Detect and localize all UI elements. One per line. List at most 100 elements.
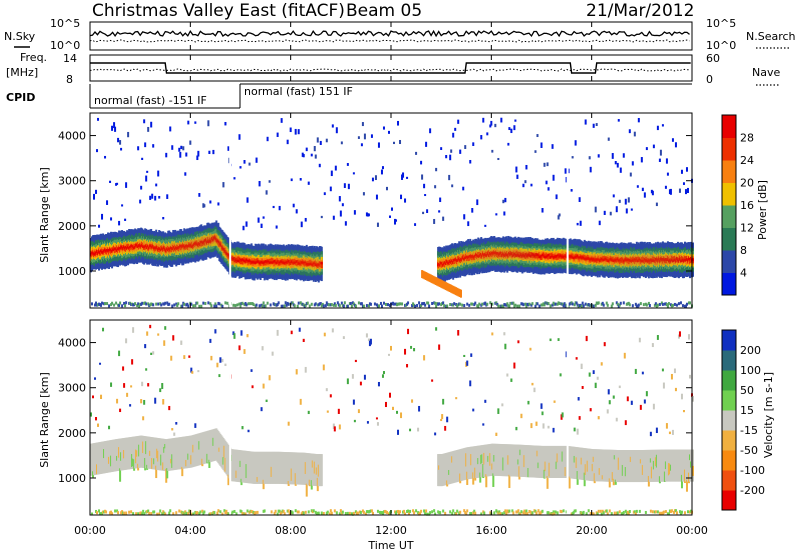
velocity-cell (118, 351, 120, 356)
power-cell (320, 141, 322, 145)
power-ytick-label: 1000 (58, 265, 86, 278)
power-cell (467, 221, 469, 226)
velocity-cell (353, 400, 355, 405)
power-cell (667, 173, 669, 176)
power-cell (666, 158, 668, 163)
velocity-cell (171, 428, 173, 430)
power-cell (224, 122, 226, 125)
velocity-cell (434, 433, 436, 436)
power-cell (91, 302, 93, 305)
power-cell (510, 129, 512, 133)
velocity-cell (377, 510, 379, 513)
power-cell (382, 166, 384, 169)
velocity-cell (180, 341, 182, 345)
nave-series (90, 69, 690, 71)
power-cell (224, 301, 226, 304)
power-cell (525, 165, 527, 169)
velocity-cell (326, 388, 328, 391)
power-cell (608, 138, 610, 141)
power-cell (157, 303, 159, 306)
velocity-cell (262, 346, 264, 350)
velocity-cell (244, 349, 246, 354)
power-cell (331, 303, 333, 306)
power-cell (686, 167, 688, 172)
power-cell (646, 147, 648, 150)
velocity-cell (173, 433, 175, 436)
power-cell (317, 137, 319, 142)
power-cell (307, 302, 309, 305)
velocity-cell (209, 339, 211, 343)
velocity-cell (295, 509, 297, 512)
power-cell (393, 303, 395, 306)
power-cell (181, 305, 183, 308)
velocity-cell (360, 382, 362, 386)
power-cell (443, 304, 445, 307)
power-cell (348, 184, 350, 189)
power-colorbar-segment (722, 183, 736, 206)
power-cell (480, 135, 482, 139)
velocity-cell (415, 509, 417, 512)
power-cell (442, 217, 444, 221)
power-cell (380, 302, 382, 305)
power-cell (368, 213, 370, 216)
power-cell (152, 303, 154, 306)
power-cell (524, 180, 526, 183)
velocity-cell (442, 399, 444, 405)
power-cell (534, 150, 536, 153)
power-cell (667, 305, 669, 308)
power-cell (500, 118, 502, 123)
power-cell (343, 305, 345, 308)
power-cell (208, 151, 210, 154)
cpid-label: CPID (6, 91, 35, 104)
power-cell (333, 216, 335, 220)
power-cell (422, 212, 424, 214)
power-cell (662, 303, 664, 306)
power-cell (508, 127, 510, 130)
freq-label-line1: Freq. (20, 51, 47, 64)
velocity-cell (400, 412, 402, 418)
velocity-cell (435, 327, 437, 330)
power-colorbar-segment (722, 273, 736, 296)
power-cell (291, 178, 293, 181)
power-cell (117, 138, 119, 142)
velocity-cell (417, 428, 419, 432)
power-cell (577, 223, 579, 225)
power-cell (207, 301, 209, 304)
power-cell (416, 304, 418, 307)
power-cell (657, 304, 659, 307)
power-cell (171, 304, 173, 307)
power-cell (471, 208, 473, 213)
power-cell (119, 140, 121, 145)
velocity-cell (163, 340, 165, 346)
power-cell (463, 304, 465, 307)
power-cell (149, 196, 151, 200)
power-cell (160, 303, 162, 306)
power-cell (253, 303, 255, 306)
power-cell (330, 187, 332, 192)
velocity-cell (238, 345, 240, 350)
velocity-cell (191, 371, 193, 374)
velocity-cell (440, 419, 442, 421)
power-colorbar-tick: 24 (740, 154, 754, 167)
velocity-cell (438, 344, 440, 349)
velocity-cell (123, 383, 125, 388)
velocity-cell (482, 423, 484, 425)
velocity-cell (363, 511, 365, 514)
power-cell (270, 303, 272, 306)
beam-label: Beam 05 (346, 1, 422, 21)
velocity-cell (420, 510, 422, 513)
cpid-segment-2: normal (fast) 151 IF (244, 85, 353, 98)
power-cell (448, 175, 450, 180)
power-colorbar-segment (722, 160, 736, 183)
power-cell (423, 184, 425, 188)
power-cell (371, 134, 373, 138)
power-cell (141, 158, 143, 160)
power-cell (638, 304, 640, 307)
velocity-cell (147, 383, 149, 386)
velocity-cell (413, 348, 415, 351)
power-cell (242, 302, 244, 305)
velocity-cell (146, 331, 148, 335)
power-cell (173, 303, 175, 306)
power-cell (207, 120, 209, 126)
